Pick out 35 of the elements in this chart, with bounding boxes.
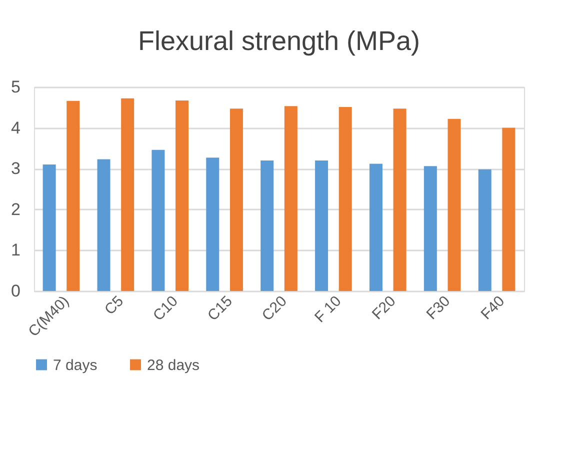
bar [338,106,352,291]
x-tick-label: F 10 [312,292,345,326]
bar [66,100,80,291]
y-tick-label: 3 [11,159,20,178]
x-tick-label: C20 [258,292,290,324]
x-tick-label: C15 [204,292,236,324]
bar [478,169,492,291]
bar [369,164,382,291]
x-tick-label: F20 [368,292,400,324]
bar [284,106,298,291]
chart-title: Flexural strength (MPa) [138,26,420,56]
bar [393,108,406,291]
y-tick-label: 1 [11,240,20,260]
bar [315,160,328,291]
x-tick-label: F30 [423,292,454,324]
legend-label: 7 days [53,356,98,374]
bar [260,160,274,291]
x-tick-label: F40 [478,292,508,324]
y-tick-label: 0 [11,282,20,300]
y-tick-label: 4 [11,118,20,138]
bar [230,108,243,291]
bar [42,164,56,291]
bar [424,166,437,291]
bar [448,118,461,291]
x-tick-label: C5 [101,292,127,318]
x-tick-label: C10 [150,292,182,324]
bar [152,150,165,291]
bar [176,100,189,291]
bar [121,98,134,291]
bar [502,128,516,291]
y-tick-label: 5 [11,78,20,96]
bar [97,159,110,291]
y-tick-label: 2 [11,200,20,219]
bar [206,158,220,291]
legend-label: 28 days [147,356,200,374]
